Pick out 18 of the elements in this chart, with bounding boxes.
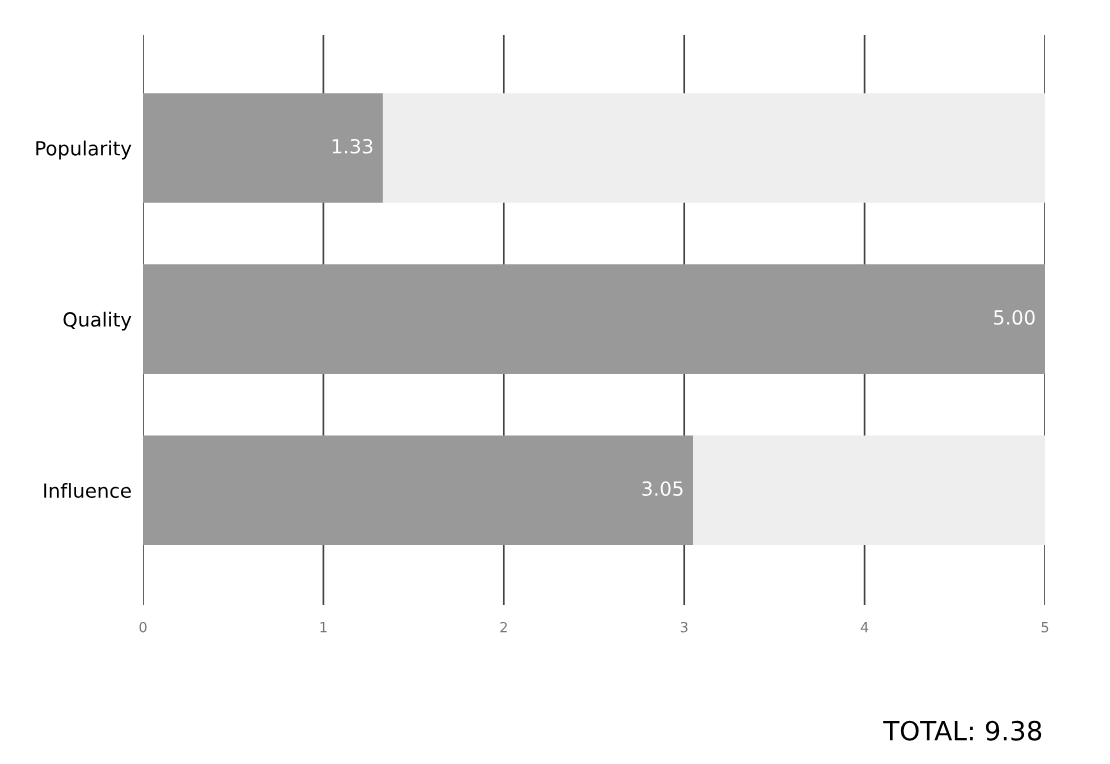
bar [143, 264, 1045, 374]
data-label: 1.33 [332, 138, 373, 154]
x-tick-label: 3 [680, 621, 688, 633]
bar [143, 93, 383, 203]
x-tick-label: 1 [320, 622, 327, 633]
x-tick-label: 4 [860, 622, 869, 633]
data-label: 5.00 [994, 310, 1035, 325]
bar [693, 435, 1045, 546]
y-tick-label: Quality [63, 311, 132, 331]
x-tick-label: 2 [500, 621, 507, 633]
y-tick-label: Influence [44, 482, 131, 498]
x-tick-label: 5 [1041, 622, 1049, 633]
data-label: 3.05 [642, 481, 683, 496]
y-tick-label: Popularity [36, 140, 132, 160]
x-tick-label: 0 [139, 621, 147, 633]
bar [143, 435, 694, 546]
bar [382, 93, 1045, 203]
text: TOTAL: 9.38 [883, 720, 1042, 741]
